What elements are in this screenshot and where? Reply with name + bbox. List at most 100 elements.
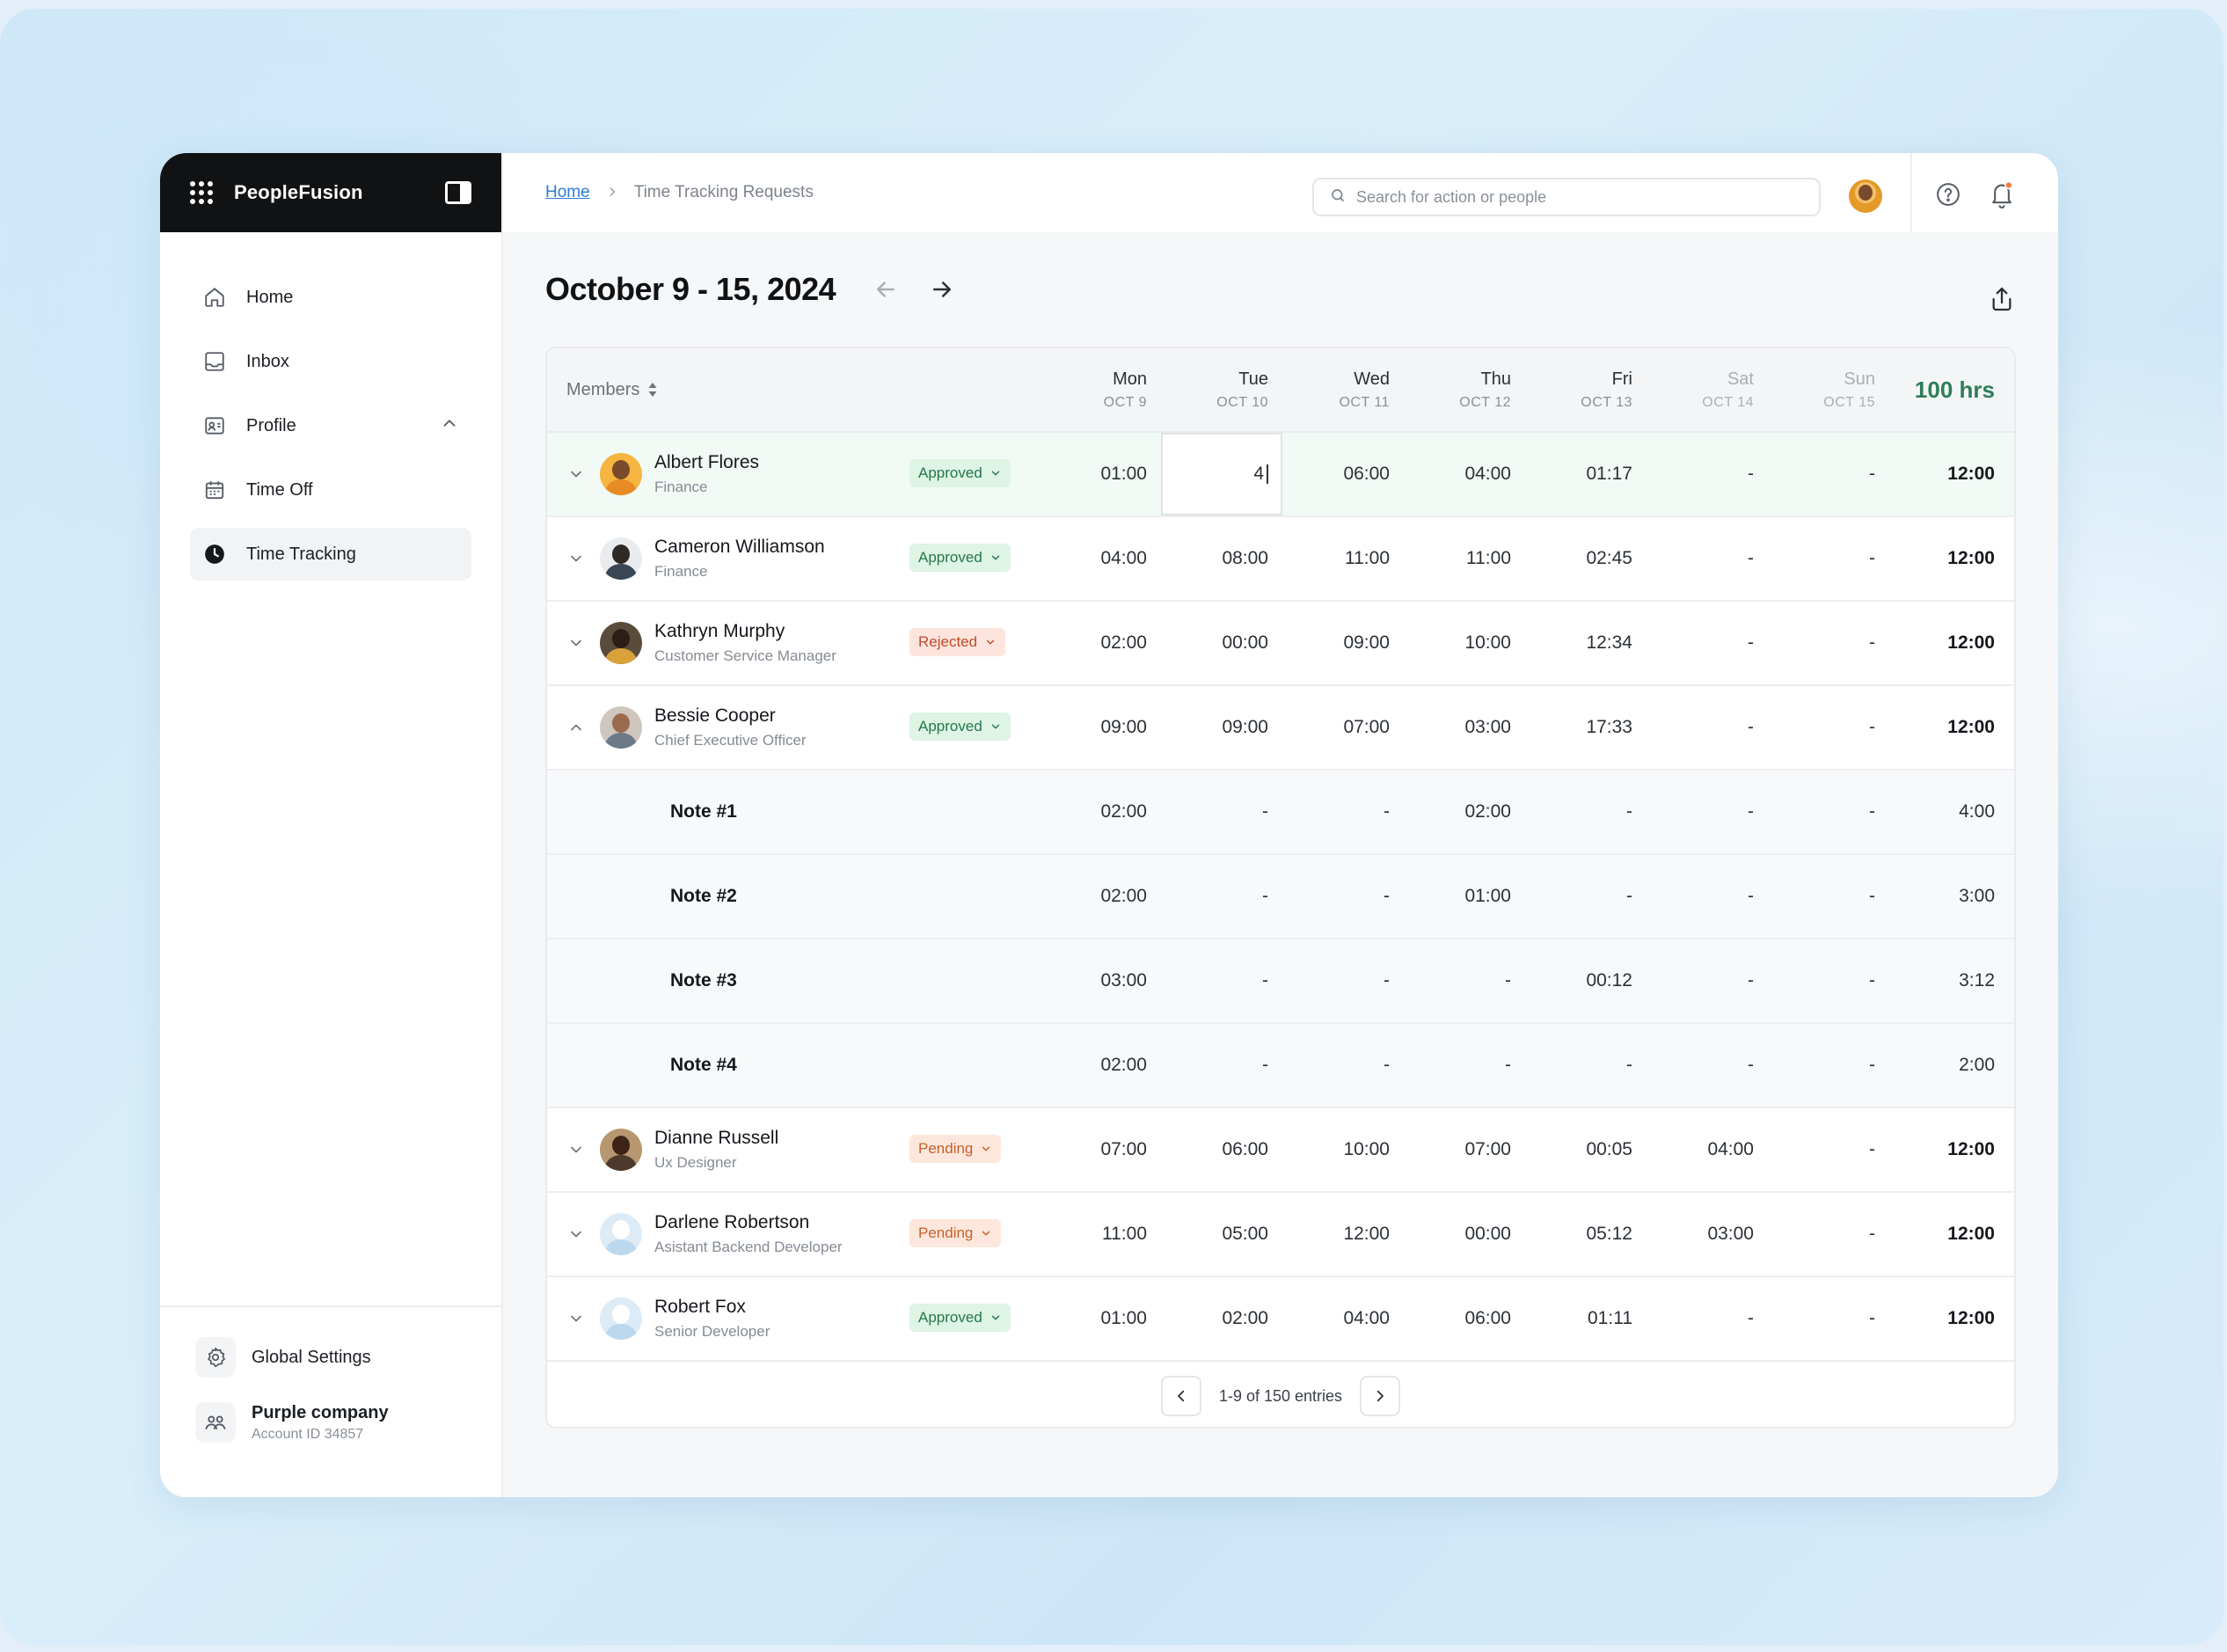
hours-cell[interactable]: 02:45 [1525,517,1647,600]
chevron-down-icon[interactable] [565,463,588,486]
hours-cell[interactable]: - [1647,855,1768,938]
hours-cell[interactable]: 02:00 [1040,602,1161,684]
hours-cell[interactable]: 04:00 [1040,517,1161,600]
chevron-up-icon[interactable] [565,716,588,739]
hours-cell[interactable]: 00:00 [1161,602,1282,684]
hours-input[interactable]: 4 [1161,433,1282,515]
hours-cell[interactable]: - [1404,1024,1525,1107]
company-account[interactable]: Purple company Account ID 34857 [195,1402,470,1443]
hours-cell[interactable]: 00:12 [1525,939,1647,1022]
table-row[interactable]: Albert Flores Finance Approved 01:00 4 06:00 0… [547,433,2014,517]
hours-cell[interactable]: 12:34 [1525,602,1647,684]
hours-cell[interactable]: - [1282,771,1404,853]
hours-cell[interactable]: 02:00 [1040,1024,1161,1107]
sidebar-item-home[interactable]: Home [190,271,471,324]
hours-cell[interactable]: 05:00 [1161,1193,1282,1276]
hours-cell[interactable]: 11:00 [1404,517,1525,600]
note-row[interactable]: Note #2 02:00 - - 01:00 - - - 3:00 [547,855,2014,939]
hours-cell[interactable]: - [1768,1193,1889,1276]
prev-week-button[interactable] [873,276,899,303]
sidebar-item-profile[interactable]: Profile [190,399,471,452]
hours-cell[interactable]: - [1768,1108,1889,1191]
hours-cell[interactable]: - [1161,771,1282,853]
next-page-button[interactable] [1360,1376,1401,1416]
hours-cell[interactable]: 02:00 [1040,771,1161,853]
hours-cell[interactable]: 04:00 [1404,433,1525,515]
next-week-button[interactable] [929,276,955,303]
chevron-down-icon[interactable] [565,547,588,570]
hours-cell[interactable]: 05:12 [1525,1193,1647,1276]
table-row[interactable]: Darlene Robertson Asistant Backend Develo… [547,1193,2014,1277]
hours-cell[interactable]: 02:00 [1161,1277,1282,1360]
note-row[interactable]: Note #1 02:00 - - 02:00 - - - 4:00 [547,771,2014,855]
note-row[interactable]: Note #3 03:00 - - - 00:12 - - 3:12 [547,939,2014,1024]
status-badge[interactable]: Approved [909,713,1011,741]
table-row[interactable]: Bessie Cooper Chief Executive Officer Appr… [547,686,2014,771]
hours-cell[interactable]: - [1282,939,1404,1022]
hours-cell[interactable]: 02:00 [1040,855,1161,938]
chevron-down-icon[interactable] [565,632,588,654]
breadcrumb-home-link[interactable]: Home [545,183,590,201]
hours-cell[interactable]: 04:00 [1647,1108,1768,1191]
help-icon[interactable] [1935,181,1961,212]
hours-cell[interactable]: 01:11 [1525,1277,1647,1360]
hours-cell[interactable]: 03:00 [1647,1193,1768,1276]
hours-cell[interactable]: - [1525,771,1647,853]
hours-cell[interactable]: - [1647,939,1768,1022]
chevron-down-icon[interactable] [565,1307,588,1330]
hours-cell[interactable]: 09:00 [1040,686,1161,769]
hours-cell[interactable]: - [1647,602,1768,684]
hours-cell[interactable]: - [1282,1024,1404,1107]
hours-cell[interactable]: 03:00 [1404,686,1525,769]
status-badge[interactable]: Pending [909,1135,1002,1163]
hours-cell[interactable]: - [1161,1024,1282,1107]
sidebar-toggle-icon[interactable] [445,181,471,204]
hours-cell[interactable]: 12:00 [1282,1193,1404,1276]
hours-cell[interactable]: - [1647,433,1768,515]
status-badge[interactable]: Approved [909,459,1011,487]
hours-cell[interactable]: - [1647,517,1768,600]
hours-cell[interactable]: 04:00 [1282,1277,1404,1360]
hours-cell[interactable]: 11:00 [1282,517,1404,600]
hours-cell[interactable]: 09:00 [1161,686,1282,769]
table-row[interactable]: Robert Fox Senior Developer Approved 01:00 0… [547,1277,2014,1362]
hours-cell[interactable]: - [1647,771,1768,853]
hours-cell[interactable]: 10:00 [1404,602,1525,684]
user-avatar[interactable] [1849,179,1882,213]
export-button[interactable] [1988,285,2016,318]
status-badge[interactable]: Pending [909,1219,1002,1247]
hours-cell[interactable]: - [1525,855,1647,938]
hours-cell[interactable]: 02:00 [1404,771,1525,853]
status-badge[interactable]: Approved [909,1304,1011,1332]
hours-cell[interactable]: 09:00 [1282,602,1404,684]
hours-cell[interactable]: 07:00 [1282,686,1404,769]
apps-grid-icon[interactable] [190,181,213,204]
chevron-down-icon[interactable] [565,1223,588,1246]
hours-cell[interactable]: - [1647,1277,1768,1360]
table-row[interactable]: Dianne Russell Ux Designer Pending 07:00 06:… [547,1108,2014,1193]
hours-cell[interactable]: - [1768,855,1889,938]
members-column-header[interactable]: Members [547,380,1040,400]
hours-cell[interactable]: 10:00 [1282,1108,1404,1191]
hours-cell[interactable]: - [1161,855,1282,938]
status-badge[interactable]: Approved [909,544,1011,572]
hours-cell[interactable]: - [1647,686,1768,769]
hours-cell[interactable]: 07:00 [1040,1108,1161,1191]
hours-cell[interactable]: - [1768,1024,1889,1107]
hours-cell[interactable]: - [1768,686,1889,769]
table-row[interactable]: Kathryn Murphy Customer Service Manager Re… [547,602,2014,686]
hours-cell[interactable]: - [1768,517,1889,600]
note-row[interactable]: Note #4 02:00 - - - - - - 2:00 [547,1024,2014,1108]
status-badge[interactable]: Rejected [909,628,1006,656]
search-input[interactable] [1356,187,1803,207]
hours-cell[interactable]: 01:00 [1404,855,1525,938]
hours-cell[interactable]: 06:00 [1404,1277,1525,1360]
hours-cell[interactable]: 03:00 [1040,939,1161,1022]
prev-page-button[interactable] [1160,1376,1201,1416]
hours-cell[interactable]: - [1768,939,1889,1022]
notification-bell-icon[interactable] [1988,179,2016,214]
hours-cell[interactable]: - [1768,1277,1889,1360]
hours-cell[interactable]: - [1525,1024,1647,1107]
sidebar-item-time-tracking[interactable]: Time Tracking [190,528,471,581]
hours-cell[interactable]: 06:00 [1282,433,1404,515]
